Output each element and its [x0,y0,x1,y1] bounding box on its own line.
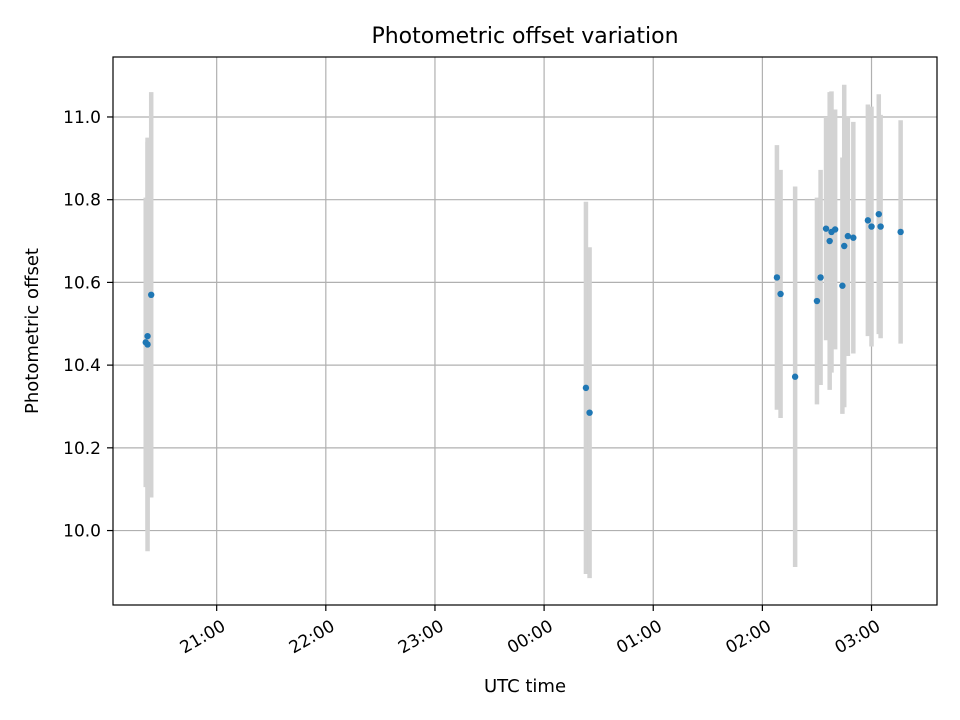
y-tick-label: 10.2 [63,439,101,459]
y-tick-label: 10.4 [63,356,101,376]
data-point [877,223,884,230]
data-point [144,332,151,340]
data-point [844,232,852,240]
x-tick-label: 02:00 [722,616,774,658]
x-tick-label: 03:00 [832,616,884,658]
data-point [586,409,593,416]
data-point [839,282,846,289]
data-points [142,210,904,416]
data-point [144,341,151,348]
x-axis-label: UTC time [484,676,566,697]
data-point [791,373,799,380]
y-axis-label: Photometric offset [22,248,43,414]
x-tick-label: 00:00 [504,616,556,658]
chart-title: Photometric offset variation [371,24,678,49]
data-point [875,210,882,218]
data-point [582,384,590,392]
y-tick-label: 10.6 [63,273,101,293]
data-point [868,223,875,230]
data-point [822,225,830,232]
data-point [777,290,784,298]
data-point [817,274,824,281]
x-tick-label: 22:00 [286,616,338,658]
axis-ticks: 21:00 22:00 23:00 00:00 01:00 02:00 03:00 10.0 1… [63,108,884,658]
data-point [826,237,833,245]
y-tick-label: 10.0 [63,522,101,542]
y-tick-label: 10.8 [63,191,101,211]
x-tick-label: 23:00 [395,616,447,658]
error-bars [143,84,903,579]
x-tick-label: 01:00 [613,616,665,658]
data-point [864,217,872,224]
grid [113,57,937,605]
data-point [831,226,839,233]
data-point [813,297,821,305]
plot-frame [112,56,938,606]
data-point [773,274,781,281]
data-point [147,291,155,299]
data-point [897,228,904,236]
data-point [841,242,848,250]
data-point [850,234,857,241]
y-tick-label: 11.0 [63,108,101,128]
x-tick-label: 21:00 [177,616,229,658]
